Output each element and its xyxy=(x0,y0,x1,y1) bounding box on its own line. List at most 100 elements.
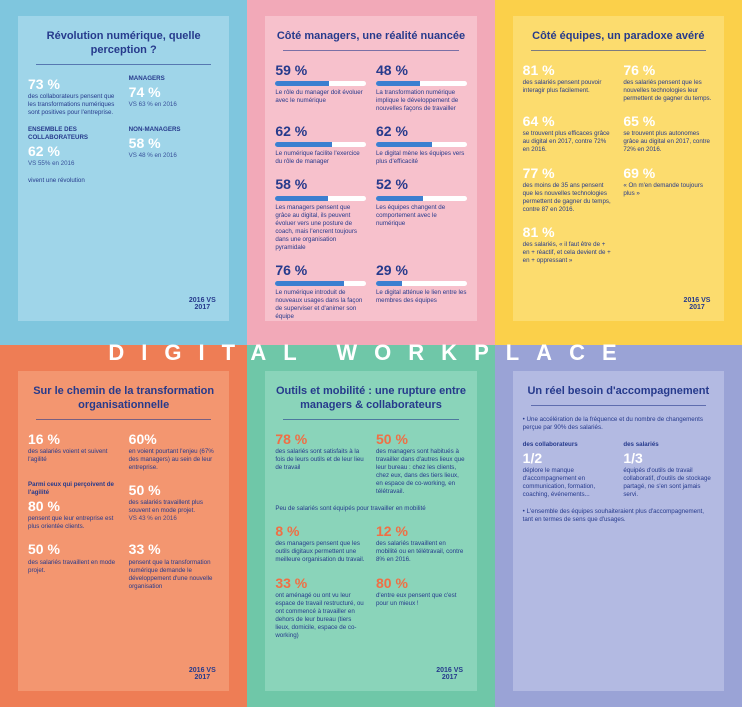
stat-value: 33 % xyxy=(275,574,308,591)
stat-value: 64 % xyxy=(522,113,555,130)
stat-value: 1/3 xyxy=(623,449,643,466)
bar-track xyxy=(275,195,366,201)
stat-note: VS 43 % en 2016 xyxy=(128,515,177,523)
stat-block: 78 % des salariés sont satisfaits à la fo… xyxy=(275,430,366,497)
stat-block: des salariés 1/3 équipés d'outils de trava… xyxy=(623,441,714,500)
stat-value: 48 % xyxy=(375,61,408,78)
bar xyxy=(375,281,403,287)
stat-value: 12 % xyxy=(375,523,408,540)
bar xyxy=(275,142,332,148)
stat-block: 59 % Le rôle du manager doit évoluer avec… xyxy=(275,61,366,113)
stat-block: 62 % Le digital mène les équipes vers plu… xyxy=(375,122,467,166)
stat-value: 33 % xyxy=(128,541,161,558)
bar-track xyxy=(375,281,467,287)
stat-block: MANAGERS 74 % VS 63 % en 2016 xyxy=(129,75,220,117)
bar-track xyxy=(375,195,467,201)
year-badge: 2016 VS 2017 xyxy=(188,297,216,311)
stat-value: 29 % xyxy=(375,262,408,278)
band-title: DIGITAL WORKPLACE xyxy=(108,340,634,365)
bar xyxy=(275,281,345,287)
stat-text: La transformation numérique implique le … xyxy=(375,88,459,113)
stat-value: 69 % xyxy=(623,164,656,181)
stat-block: 50 % des salariés travaillent en mode pro… xyxy=(28,540,119,590)
bar xyxy=(275,80,329,86)
stat-value: 62 % xyxy=(275,123,308,140)
stat-value: 65 % xyxy=(623,113,656,130)
stats-grid: 78 % des salariés sont satisfaits à la fo… xyxy=(275,430,466,641)
stat-block: ENSEMBLE DES COLLABORATEURS 62 % VS 55% en… xyxy=(28,126,119,168)
panel: Sur le chemin de la transformation organ… xyxy=(0,345,248,707)
stat-text: Le digital atténue le lien entre les mem… xyxy=(375,289,467,305)
stat-text: Le rôle du manager doit évoluer avec le … xyxy=(275,88,363,104)
bar xyxy=(275,195,328,201)
stat-value: 1/2 xyxy=(522,449,543,466)
card: Un réel besoin d'accompagnement • Une acc… xyxy=(512,371,724,691)
stat-block: des collaborateurs 1/2 déplore le manque d… xyxy=(523,441,614,500)
stat-value: 76 % xyxy=(623,61,656,78)
stat-text: • Une accélération de la fréquence et du… xyxy=(522,415,704,431)
stat-block: 60% en voient pourtant l'enjeu (67% des m… xyxy=(129,430,220,472)
stat-note: VS 63 % en 2016 xyxy=(128,100,177,108)
stat-block: 50 % des managers sont habitués à travail… xyxy=(376,430,467,497)
stat-text: pensent que la transformation numérique … xyxy=(128,558,213,590)
stat-text: Le numérique facilite l'exercice du rôle… xyxy=(275,150,360,166)
stat-block: 12 % des salariés travaillent en mobilité… xyxy=(376,522,467,564)
stat-block: 76 % des salariés pensent que les nouvell… xyxy=(623,61,714,103)
stat-text: Les managers pensent que grâce au digita… xyxy=(275,203,357,251)
stat-text: se trouvent plus efficaces grâce au digi… xyxy=(522,130,610,154)
panel-title: Côté managers, une réalité nuancée xyxy=(276,30,466,42)
stat-block: • L'ensemble des équipes souhaiteraient … xyxy=(523,508,714,524)
card: Outils et mobilité : une rupture entre m… xyxy=(265,371,477,691)
panel: Côté équipes, un paradoxe avéré 81 % des s… xyxy=(494,0,742,345)
bar xyxy=(375,80,420,86)
stats-grid: • Une accélération de la fréquence et du… xyxy=(523,416,714,525)
stat-text: déplore le manque d'accompagnement en co… xyxy=(522,467,596,499)
stat-value: 60% xyxy=(128,430,157,447)
stat-value: 77 % xyxy=(522,164,555,181)
panel: Révolution numérique, quelle perception … xyxy=(0,0,248,345)
stat-text: des salariés travaillent en mode projet. xyxy=(28,558,116,574)
stat-label: des salariés xyxy=(623,440,659,448)
stat-text: Les équipes changent de comportement ave… xyxy=(375,203,446,227)
stat-block: vivent une révolution xyxy=(28,177,219,185)
stat-text: des collaborateurs pensent que les trans… xyxy=(28,92,115,116)
stat-text: des managers sont habitués à travailler … xyxy=(375,447,465,495)
stat-text: des salariés travaillent plus souvent en… xyxy=(128,499,203,515)
stat-block: 16 % des salariés voient et suivent l'agi… xyxy=(28,430,119,472)
panel-title: Outils et mobilité : une rupture entre m… xyxy=(275,385,467,411)
stats-grid: 59 % Le rôle du manager doit évoluer avec… xyxy=(275,61,467,321)
stat-value: 73 % xyxy=(28,75,60,92)
stat-value: 80 % xyxy=(375,574,408,591)
stat-label: des collaborateurs xyxy=(522,440,578,448)
year-badge: 2016 VS 2017 xyxy=(436,667,464,681)
stat-block: Parmi ceux qui perçoivent de l'agilité 80… xyxy=(28,481,119,531)
stat-text: des salariés pensent que les nouvelles t… xyxy=(623,78,712,103)
stat-block: 81 % des salariés, « il faut être de + en… xyxy=(523,223,614,265)
stat-text: des salariés voient et suivent l'agilité xyxy=(28,447,108,463)
stat-value: 78 % xyxy=(275,430,308,447)
divider xyxy=(36,63,212,65)
panel: Outils et mobilité : une rupture entre m… xyxy=(247,345,495,707)
stat-text: • L'ensemble des équipes souhaiteraient … xyxy=(522,508,704,524)
stat-block: 65 % se trouvent plus autonomes grâce au … xyxy=(623,112,714,154)
stat-value: 59 % xyxy=(275,61,308,78)
stat-text: en voient pourtant l'enjeu (67% des mana… xyxy=(128,447,214,471)
stat-value: 50 % xyxy=(28,541,60,558)
stat-text: équipés d'outils de travail collaboratif… xyxy=(623,467,711,499)
divider xyxy=(530,49,706,51)
stat-block: 48 % La transformation numérique implique… xyxy=(375,61,467,113)
bar-track xyxy=(275,80,366,86)
stat-value: 76 % xyxy=(275,262,308,278)
stat-text: Peu de salariés sont équipés pour travai… xyxy=(275,505,426,513)
stat-value: 50 % xyxy=(375,430,408,447)
stat-block: 52 % Les équipes changent de comportement… xyxy=(375,175,467,252)
stat-block: 81 % des salariés pensent pouvoir interag… xyxy=(523,61,614,103)
panel-title: Un réel besoin d'accompagnement xyxy=(527,385,710,397)
bar xyxy=(375,142,433,148)
stat-block: 76 % Le numérique introduit de nouveaux u… xyxy=(275,261,366,321)
stat-value: 81 % xyxy=(522,223,555,240)
stats-grid: 73 % des collaborateurs pensent que les t… xyxy=(28,75,219,186)
divider xyxy=(283,49,459,51)
year-badge: 2016 VS 2017 xyxy=(683,297,711,311)
